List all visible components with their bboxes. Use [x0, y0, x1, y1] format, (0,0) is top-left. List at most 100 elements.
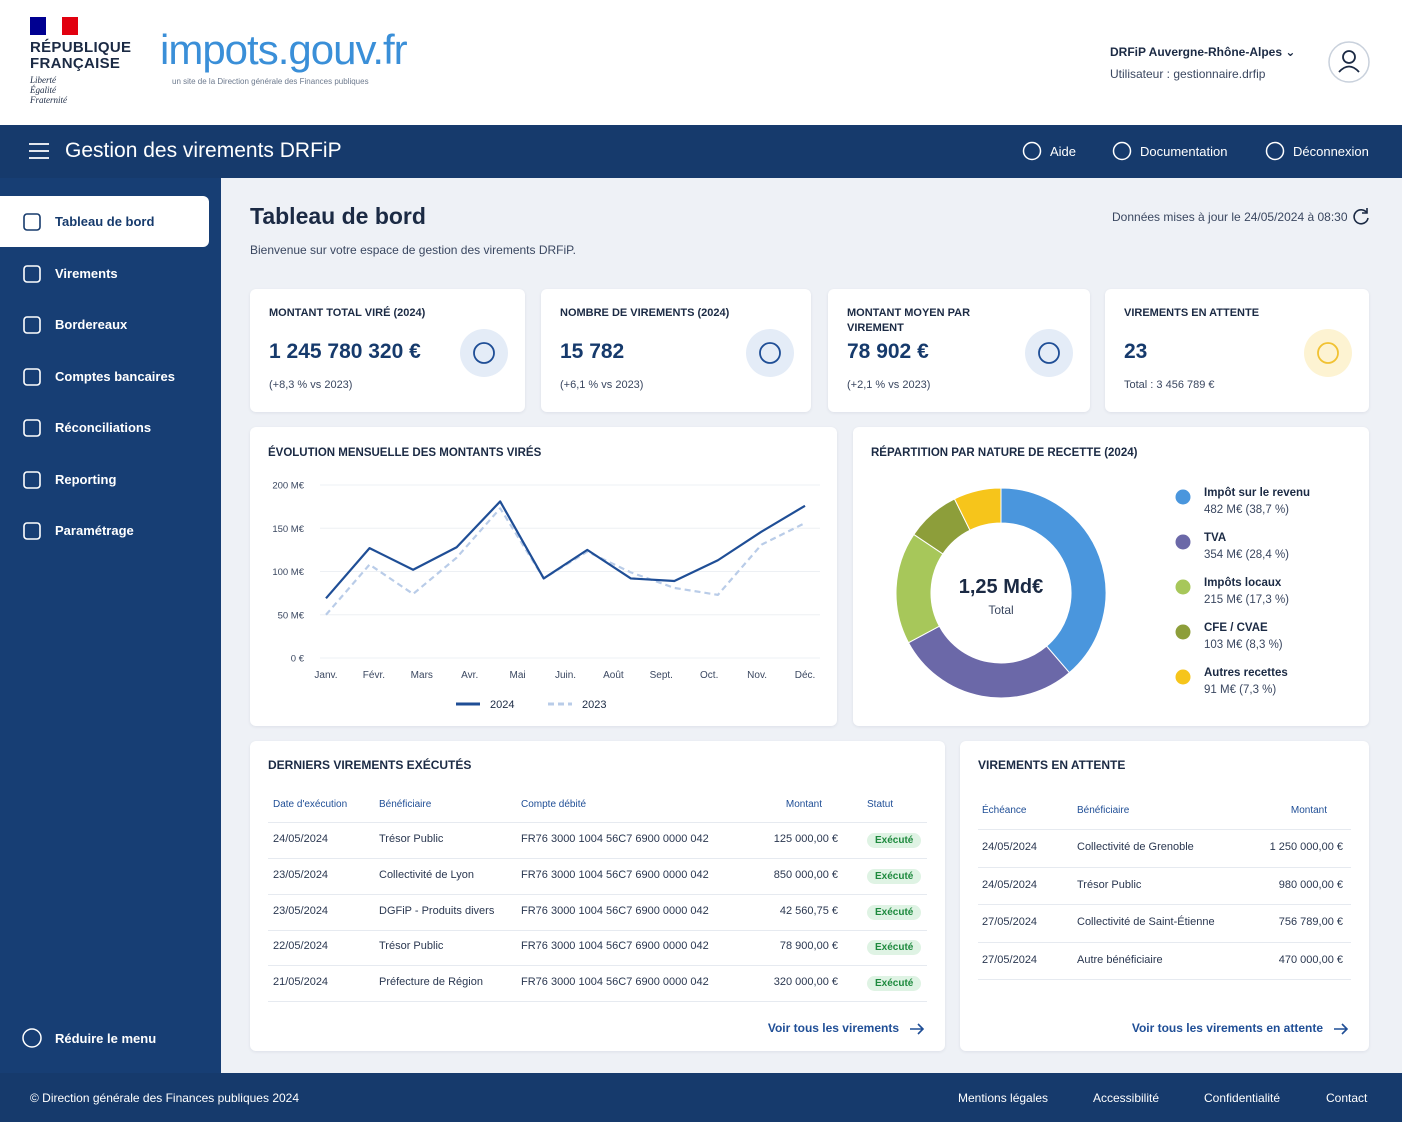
legend-value: 103 M€ (8,3 %) — [1204, 639, 1283, 651]
view-all-link[interactable]: Voir tous les virements en attente — [1131, 1021, 1323, 1035]
table-cell: Trésor Public — [1077, 878, 1142, 891]
legend-value: 215 M€ (17,3 %) — [1204, 594, 1289, 606]
kpi-label: NOMBRE DE VIREMENTS (2024) — [560, 307, 730, 319]
kpi-icon — [1025, 329, 1073, 377]
top-link[interactable]: Déconnexion — [1293, 144, 1369, 159]
line-chart-card: ÉVOLUTION MENSUELLE DES MONTANTS VIRÉS 0 … — [250, 427, 837, 726]
footer-link[interactable]: Mentions légales — [958, 1091, 1049, 1105]
motto-line: Liberté — [30, 75, 56, 85]
top-link[interactable]: Aide — [1050, 144, 1077, 159]
table-cell: 1 250 000,00 € — [1269, 841, 1343, 853]
user: Utilisateur : gestionnaire.drfip — [1110, 67, 1266, 81]
table-cell: Collectivité de Grenoble — [1077, 841, 1194, 853]
nav-icon — [23, 367, 41, 386]
status-badge: Exécuté — [867, 833, 922, 848]
icon-shape — [759, 342, 781, 364]
collapse-icon — [22, 1028, 42, 1048]
table-header: Montant — [1290, 805, 1327, 816]
footer-link[interactable]: Confidentialité — [1204, 1091, 1281, 1105]
updated: Données mises à jour le 24/05/2024 à 08:… — [1112, 210, 1348, 224]
site-logo[interactable]: impots.gouv.fr — [160, 26, 408, 73]
nav-item[interactable]: Virements — [55, 265, 118, 281]
line-series — [325, 500, 806, 600]
legend-value: 354 M€ (28,4 %) — [1204, 549, 1289, 561]
legend-label: TVA — [1204, 532, 1226, 544]
icon-shape — [1038, 342, 1060, 364]
status-badge: Exécuté — [867, 976, 922, 992]
legend-label: CFE / CVAE — [1204, 622, 1268, 634]
nav-item[interactable]: Tableau de bord — [0, 196, 209, 247]
legend-dot — [1175, 669, 1191, 685]
table-cell: FR76 3000 1004 56C7 6900 0000 042 — [521, 904, 709, 917]
site-sub: un site de la Direction générale des Fin… — [172, 77, 369, 86]
table-header: Statut — [867, 799, 894, 810]
table-header: Date d'exécution — [273, 799, 348, 810]
icon-shape — [22, 1028, 42, 1048]
nav-item[interactable]: Paramétrage — [55, 523, 134, 538]
row-line — [268, 1001, 927, 1003]
row-line — [268, 929, 927, 931]
top-link-icon — [1022, 141, 1042, 161]
view-all-link[interactable]: Voir tous les virements — [767, 1021, 899, 1035]
table-cell: 22/05/2024 — [273, 940, 329, 953]
icon-shape — [1334, 1023, 1349, 1035]
x-tick-label: Juin. — [555, 670, 576, 681]
copyright: © Direction générale des Finances publiq… — [30, 1091, 300, 1105]
nav-item[interactable]: Réconciliations — [55, 420, 152, 435]
nav-item[interactable]: Comptes bancaires — [55, 368, 175, 384]
menu-icon[interactable] — [29, 142, 49, 160]
footer-link[interactable]: Contact — [1326, 1091, 1368, 1105]
nav-item[interactable]: Bordereaux — [55, 317, 128, 332]
x-tick-label: Août — [603, 670, 624, 681]
top-link-icon — [1112, 141, 1132, 161]
topbar: Gestion des virements DRFiP Aide Document… — [0, 125, 1402, 178]
status-badge: Exécuté — [867, 868, 922, 884]
nav-icon — [23, 470, 41, 489]
kpi-card: VIREMENTS EN ATTENTE 23 Total : 3 456 789 … — [1105, 289, 1369, 412]
legend-dot — [1175, 579, 1191, 595]
nav-item[interactable]: Reporting — [55, 471, 117, 487]
org[interactable]: DRFiP Auvergne-Rhône-Alpes ⌄ — [1110, 45, 1296, 59]
table-cell: 42 560,75 € — [779, 904, 838, 917]
icon-shape — [1265, 141, 1285, 161]
top-link[interactable]: Documentation — [1140, 144, 1228, 159]
icon-bg — [746, 329, 794, 377]
y-tick-label: 100 M€ — [272, 567, 304, 578]
chart-title: ÉVOLUTION MENSUELLE DES MONTANTS VIRÉS — [268, 446, 542, 459]
footer: © Direction générale des Finances publiq… — [0, 1073, 1402, 1122]
table-cell: 23/05/2024 — [273, 868, 329, 881]
table-cell: 320 000,00 € — [773, 976, 838, 989]
kpi-value: 23 — [1124, 340, 1148, 363]
kpi-value: 1 245 780 320 € — [269, 340, 421, 363]
top-link-icon — [1265, 141, 1285, 161]
collapse-menu[interactable]: Réduire le menu — [55, 1031, 157, 1046]
x-tick-label: Nov. — [747, 670, 767, 681]
user-avatar[interactable] — [1328, 41, 1370, 83]
x-tick-label: Févr. — [363, 670, 385, 681]
arrow-icon — [910, 1023, 925, 1035]
table-cell: FR76 3000 1004 56C7 6900 0000 042 — [521, 940, 709, 953]
pie-center-value: 1,25 Md€ — [959, 576, 1043, 598]
table-cell: 470 000,00 € — [1278, 953, 1343, 966]
table-header: Bénéficiaire — [1077, 805, 1130, 816]
flag — [30, 17, 78, 35]
footer-link[interactable]: Accessibilité — [1093, 1091, 1160, 1105]
republic-line: FRANÇAISE — [30, 55, 121, 72]
icon-bg — [1025, 329, 1073, 377]
nav-icon — [23, 264, 41, 283]
row-line — [978, 941, 1351, 943]
app-title: Gestion des virements DRFiP — [65, 139, 342, 162]
row-line — [978, 866, 1351, 868]
icon-bg — [1304, 329, 1352, 377]
x-tick-label: Mai — [510, 670, 526, 681]
icon-shape — [23, 316, 41, 334]
y-tick-label: 150 M€ — [272, 524, 304, 535]
x-tick-label: Janv. — [314, 670, 337, 681]
refresh-icon[interactable] — [1352, 207, 1370, 225]
y-tick-label: 0 € — [291, 654, 305, 665]
table-cell: 23/05/2024 — [273, 904, 329, 917]
pie-center-label: Total — [988, 603, 1013, 617]
kpi-label: MONTANT TOTAL VIRÉ (2024) — [269, 307, 426, 319]
table-cell: 24/05/2024 — [273, 833, 329, 845]
